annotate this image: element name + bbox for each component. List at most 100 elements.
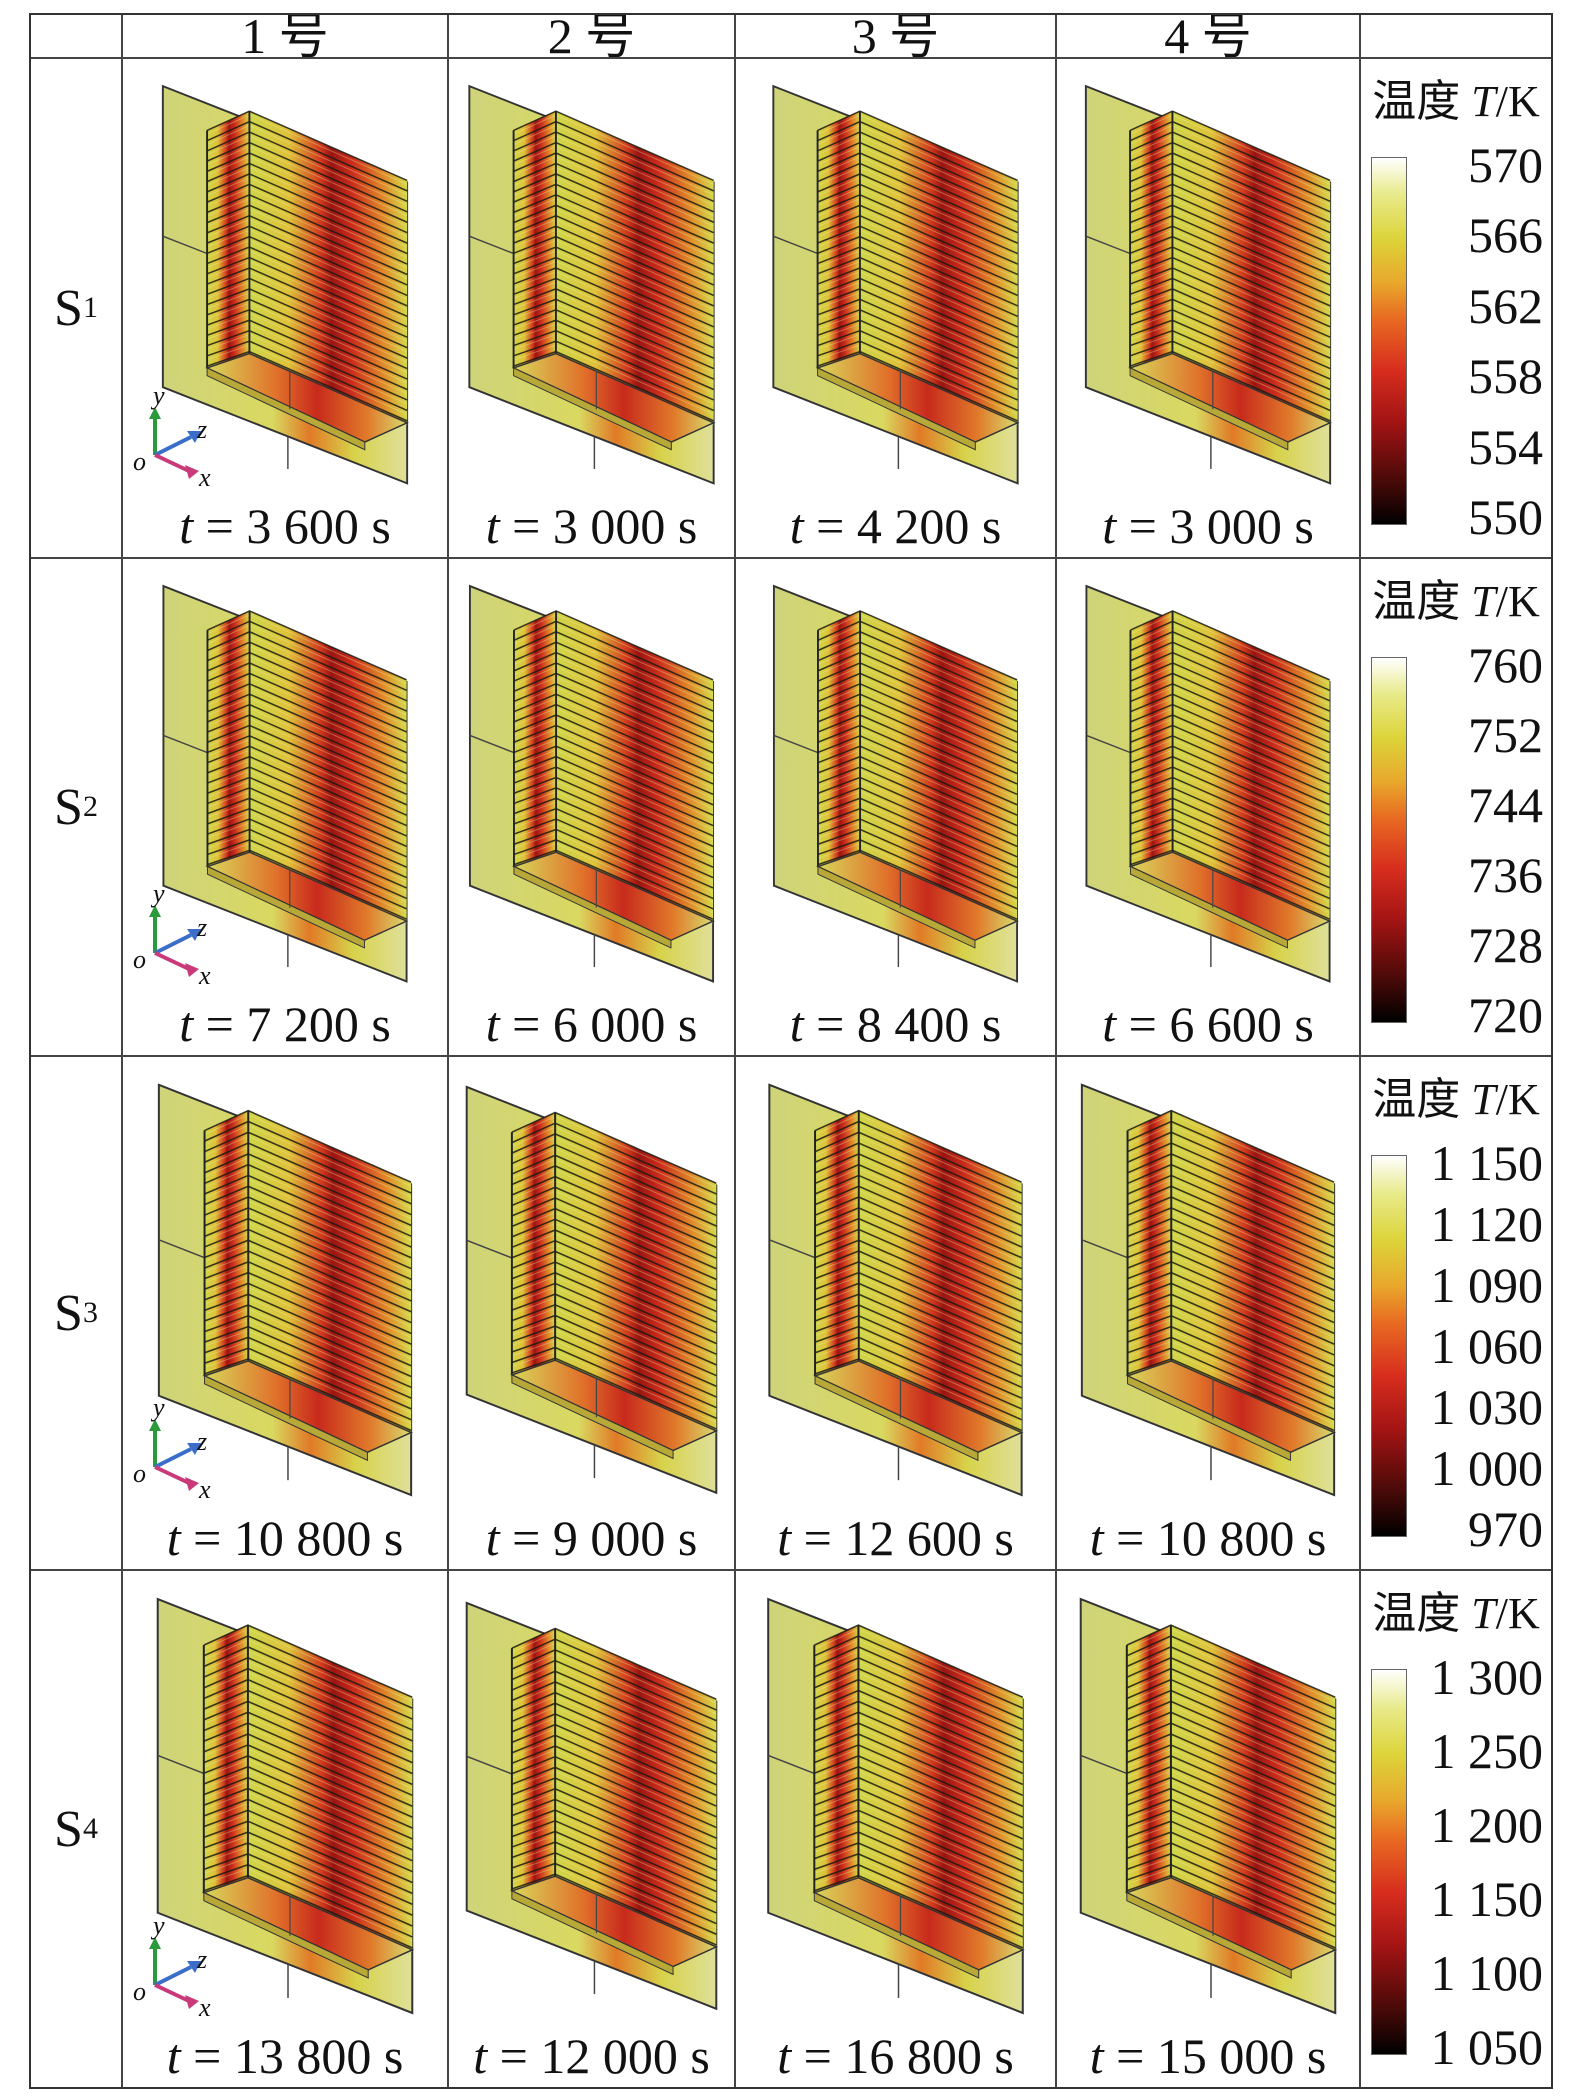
simulation-cell: y z o x t = 13 800 s [123,1571,449,2087]
colorbar-title-unit: /K [1495,1589,1540,1638]
column-header-3: 3 号 [736,15,1057,59]
simulation-cell: t = 15 000 s [1057,1571,1361,2087]
fin-stack [813,1624,1024,1953]
time-eq: = [791,1510,845,1566]
colorbar-legend: 温度 T/K 760 752 744 736 728 720 [1361,559,1551,1057]
time-eq: = [180,2028,234,2084]
temperature-field-render [123,565,447,991]
colorbar-gradient [1371,1155,1407,1537]
axis-label-x: x [199,1993,211,2022]
temperature-field-render [123,65,447,493]
colorbar-gradient [1371,657,1407,1023]
time-eq: = [499,498,553,554]
time-value: 4 200 s [856,498,1002,554]
time-value: 12 600 s [844,1510,1014,1566]
fin-stack [513,610,714,924]
time-value: 3 600 s [246,498,391,554]
time-symbol: t [179,498,194,554]
row-label-main: S [54,778,83,836]
fin-base [509,1875,719,1976]
simulation-cell: y z o x t = 10 800 s [123,1057,449,1571]
time-label: t = 9 000 s [449,1509,734,1567]
fin-base [509,1359,719,1460]
colorbar-tick-label: 760 [1468,637,1543,693]
colorbar-tick-label: 566 [1468,207,1543,264]
colorbar-tick-label: 554 [1468,418,1543,475]
fin-stack [510,1627,717,1950]
axis-label-z: z [197,1427,208,1456]
time-label: t = 15 000 s [1057,2027,1359,2085]
colorbar-title: 温度 T/K [1361,1577,1551,1641]
time-eq: = [499,996,553,1052]
colorbar-legend: 温度 T/K 1 300 1 250 1 200 1 150 1 100 1 050 [1361,1571,1551,2087]
colorbar-tick-label: 1 250 [1430,1723,1544,1779]
fin-stack [202,1624,413,1953]
colorbar-title-unit: /K [1495,577,1540,626]
time-eq: = [803,498,857,554]
time-eq: = [791,2028,845,2084]
axis-label-y: y [153,879,165,908]
axis-label-z: z [197,415,208,444]
row-label-sub: 4 [82,1812,98,1845]
time-symbol: t [166,2028,181,2084]
fin-base [512,851,715,949]
temperature-field-render [123,1577,447,2023]
time-label: t = 12 000 s [449,2027,734,2085]
colorbar-tick-label: 720 [1468,987,1543,1043]
time-symbol: t [473,2028,488,2084]
colorbar-title-var: T [1471,577,1496,626]
time-value: 6 000 s [552,996,698,1052]
time-symbol: t [166,1510,181,1566]
coordinate-axes-icon: y z o x [133,879,223,990]
simulation-cell: t = 9 000 s [449,1057,736,1571]
time-value: 7 200 s [246,996,391,1052]
fin-base [201,1876,415,1979]
time-eq: = [487,2028,541,2084]
axis-label-z: z [197,1945,208,1974]
temperature-field-render [1057,1063,1359,1505]
colorbar-title-var: T [1471,1075,1496,1124]
simulation-cell: t = 10 800 s [1057,1057,1361,1571]
colorbar-title: 温度 T/K [1361,1063,1551,1127]
temperature-field-render [736,65,1055,493]
colorbar-title-cn: 温度 [1372,577,1461,626]
temperature-field-render [449,65,734,493]
colorbar-ticks: 1 150 1 120 1 090 1 060 1 030 1 000 970 [1407,1137,1547,1555]
fin-base [1128,851,1332,949]
coordinate-axes-icon: y z o x [133,1911,223,2022]
colorbar-ticks: 570 566 562 558 554 550 [1407,139,1547,543]
time-label: t = 8 400 s [736,995,1055,1053]
simulation-cell: t = 8 400 s [736,559,1057,1057]
axis-label-y: y [153,1393,165,1422]
fin-stack [512,110,714,426]
time-eq: = [1103,2028,1157,2084]
time-eq: = [180,1510,234,1566]
colorbar-tick-label: 1 100 [1430,1945,1544,2001]
colorbar-ticks: 1 300 1 250 1 200 1 150 1 100 1 050 [1407,1651,1547,2073]
colorbar-title-cn: 温度 [1372,1589,1461,1638]
time-symbol: t [1089,1510,1104,1566]
row-label-main: S [54,279,83,337]
time-label: t = 10 800 s [1057,1509,1359,1567]
colorbar-title-unit: /K [1495,1075,1540,1124]
time-label: t = 12 600 s [736,1509,1055,1567]
axis-label-o: o [133,1459,146,1488]
row-label-sub: 1 [82,291,98,324]
time-value: 16 800 s [844,2028,1014,2084]
colorbar-ticks: 760 752 744 736 728 720 [1407,639,1547,1041]
row-label-sub: 3 [82,1296,98,1329]
colorbar-tick-label: 1 120 [1430,1196,1544,1252]
time-eq: = [1103,1510,1157,1566]
colorbar-tick-label: 1 030 [1430,1379,1544,1435]
time-eq: = [193,996,247,1052]
colorbar-tick-label: 744 [1468,777,1543,833]
colorbar-title: 温度 T/K [1361,65,1551,129]
time-label: t = 3 000 s [449,497,734,555]
time-symbol: t [1102,498,1117,554]
colorbar-legend: 温度 T/K 1 150 1 120 1 090 1 060 1 030 1 000 970 [1361,1057,1551,1571]
axis-label-o: o [133,447,146,476]
axis-label-y: y [153,381,165,410]
